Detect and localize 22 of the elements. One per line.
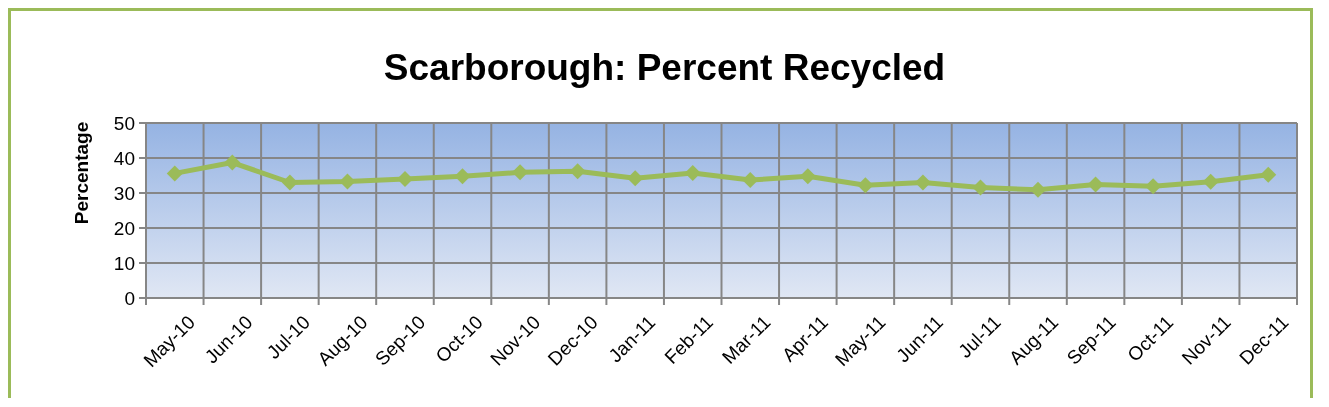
y-tick-label: 40 [113,147,135,169]
y-tick-label: 10 [113,252,135,274]
point [1260,166,1277,183]
chart-title: Scarborough: Percent Recycled [383,47,946,88]
point [1145,178,1162,195]
y-axis-title: Percentage [71,121,92,225]
point [1087,176,1104,193]
point [1202,173,1219,190]
point [857,177,874,194]
y-tick-label: 30 [113,182,135,204]
y-tick-label: 20 [113,217,135,239]
y-tick-label: 50 [113,112,135,134]
point [799,168,816,185]
point [339,173,356,190]
point [627,170,644,187]
y-tick-label: 0 [124,287,135,309]
point [224,154,241,171]
point [1030,181,1047,198]
point [281,174,298,191]
point [972,179,989,196]
point [914,174,931,191]
point [166,165,183,182]
